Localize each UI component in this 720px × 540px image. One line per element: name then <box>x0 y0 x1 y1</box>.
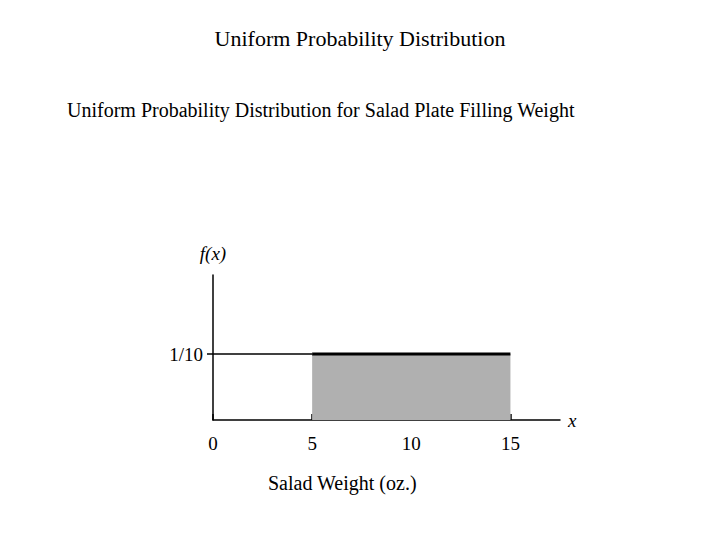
svg-text:Uniform Probability Distributi: Uniform Probability Distribution for Sal… <box>67 99 575 122</box>
svg-text:Uniform Probability Distributi: Uniform Probability Distribution <box>215 26 506 51</box>
svg-text:15: 15 <box>501 433 520 454</box>
svg-text:0: 0 <box>208 433 218 454</box>
svg-text:f(x): f(x) <box>200 243 226 265</box>
svg-text:Salad Weight (oz.): Salad Weight (oz.) <box>268 472 417 495</box>
svg-text:1/10: 1/10 <box>169 344 203 365</box>
svg-text:5: 5 <box>307 433 317 454</box>
svg-text:x: x <box>567 410 577 431</box>
svg-text:10: 10 <box>402 433 421 454</box>
